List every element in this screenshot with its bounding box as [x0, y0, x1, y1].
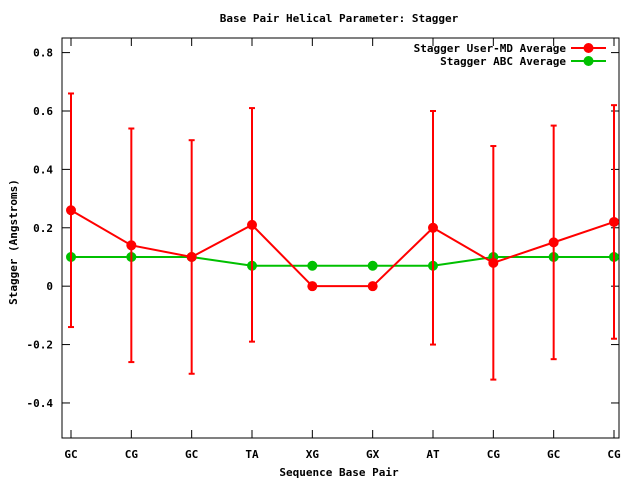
- legend-marker: [583, 43, 594, 53]
- y-tick-label: 0.6: [33, 105, 53, 118]
- x-tick-label: GC: [64, 448, 77, 461]
- data-point: [428, 222, 438, 233]
- data-point: [186, 251, 197, 262]
- chart-title: Base Pair Helical Parameter: Stagger: [220, 12, 459, 25]
- data-point: [609, 216, 619, 227]
- x-tick-label: AT: [426, 448, 440, 461]
- series-layer: [66, 92, 619, 381]
- y-ticks: -0.4 -0.2 0 0.2 0.4 0.6 0.8: [27, 47, 619, 410]
- data-point: [548, 237, 559, 248]
- x-tick-label: XG: [306, 448, 320, 461]
- data-point: [247, 219, 257, 230]
- legend-label: Stagger ABC Average: [440, 55, 566, 68]
- y-tick-label: 0.2: [33, 222, 53, 235]
- x-tick-label: CG: [487, 448, 501, 461]
- data-point: [488, 257, 499, 268]
- y-tick-label: 0.8: [33, 47, 53, 60]
- x-axis-label: Sequence Base Pair: [279, 466, 399, 479]
- data-point: [367, 281, 378, 292]
- x-tick-label: CG: [125, 448, 139, 461]
- series-line: [71, 255, 614, 267]
- y-tick-label: 0.4: [33, 163, 53, 176]
- series-line: [70, 209, 615, 288]
- series-1: [66, 251, 619, 271]
- data-point: [66, 205, 76, 216]
- data-point: [126, 240, 137, 251]
- x-tick-label: TA: [245, 448, 259, 461]
- x-tick-label: GX: [366, 448, 380, 461]
- x-ticks: GC CG GC TA XG GX AT CG GC CG: [64, 38, 621, 461]
- data-point: [307, 281, 318, 292]
- y-tick-label: -0.2: [27, 339, 54, 352]
- data-point: [307, 260, 318, 271]
- y-tick-label: -0.4: [27, 397, 54, 410]
- y-axis-label: Stagger (Angstroms): [7, 179, 20, 305]
- plot-frame: [61, 37, 620, 439]
- data-point: [367, 260, 378, 271]
- legend-label: Stagger User-MD Average: [414, 42, 567, 55]
- x-tick-label: GC: [547, 448, 560, 461]
- series-0: [66, 92, 619, 381]
- y-tick-label: 0: [46, 280, 53, 293]
- legend-marker: [583, 56, 594, 66]
- x-tick-label: CG: [607, 448, 621, 461]
- x-tick-label: GC: [185, 448, 198, 461]
